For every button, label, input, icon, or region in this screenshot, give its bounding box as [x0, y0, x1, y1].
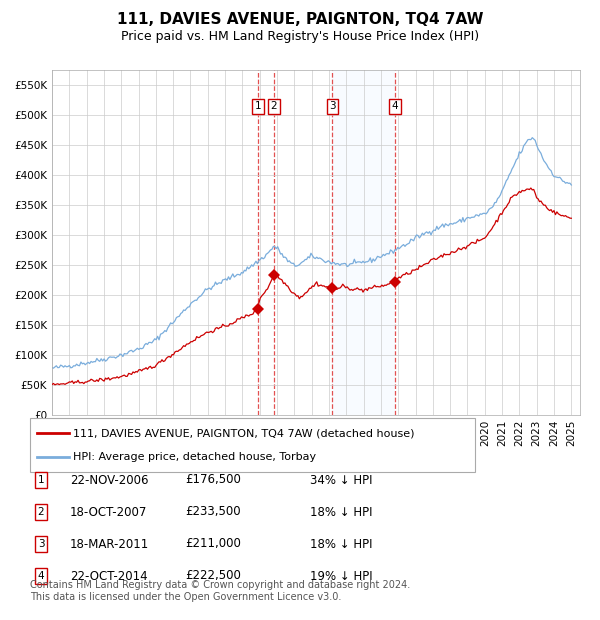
Text: 4: 4 [38, 571, 44, 581]
Text: 3: 3 [329, 101, 336, 111]
Text: £222,500: £222,500 [185, 570, 241, 583]
Text: 34% ↓ HPI: 34% ↓ HPI [310, 474, 373, 487]
Text: 18-OCT-2007: 18-OCT-2007 [70, 505, 148, 518]
Text: 18-MAR-2011: 18-MAR-2011 [70, 538, 149, 551]
Bar [332, 70, 395, 415]
Text: 111, DAVIES AVENUE, PAIGNTON, TQ4 7AW (detached house): 111, DAVIES AVENUE, PAIGNTON, TQ4 7AW (d… [73, 428, 415, 438]
Text: £176,500: £176,500 [185, 474, 241, 487]
Text: 1: 1 [38, 475, 44, 485]
Text: £211,000: £211,000 [185, 538, 241, 551]
Text: 1: 1 [254, 101, 262, 111]
Text: 22-OCT-2014: 22-OCT-2014 [70, 570, 148, 583]
Text: 18% ↓ HPI: 18% ↓ HPI [310, 505, 373, 518]
Text: 22-NOV-2006: 22-NOV-2006 [70, 474, 149, 487]
Text: 2: 2 [270, 101, 277, 111]
Text: 2: 2 [38, 507, 44, 517]
Text: Price paid vs. HM Land Registry's House Price Index (HPI): Price paid vs. HM Land Registry's House … [121, 30, 479, 43]
Text: 4: 4 [391, 101, 398, 111]
Text: £233,500: £233,500 [185, 505, 241, 518]
Text: Contains HM Land Registry data © Crown copyright and database right 2024.
This d: Contains HM Land Registry data © Crown c… [30, 580, 410, 602]
Text: 19% ↓ HPI: 19% ↓ HPI [310, 570, 373, 583]
Text: 3: 3 [38, 539, 44, 549]
Text: 111, DAVIES AVENUE, PAIGNTON, TQ4 7AW: 111, DAVIES AVENUE, PAIGNTON, TQ4 7AW [117, 12, 483, 27]
Text: HPI: Average price, detached house, Torbay: HPI: Average price, detached house, Torb… [73, 452, 316, 462]
Text: 18% ↓ HPI: 18% ↓ HPI [310, 538, 373, 551]
